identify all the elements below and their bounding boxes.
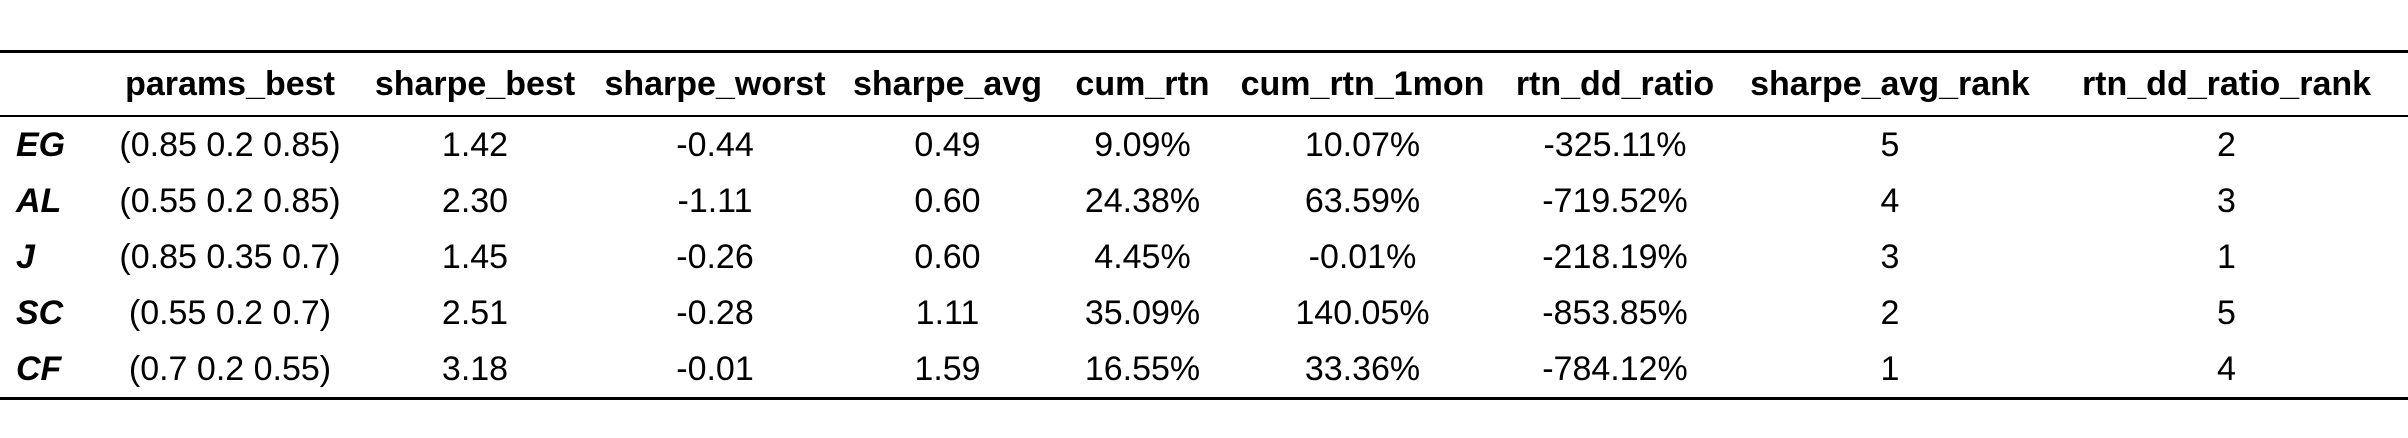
table-row: J (0.85 0.35 0.7) 1.45 -0.26 0.60 4.45% … [0, 229, 2408, 285]
cell-rtn-dd-ratio-rank: 2 [2217, 125, 2236, 164]
column-header-cum-rtn: cum_rtn [1075, 64, 1210, 103]
row-label: CF [16, 349, 62, 388]
cell-rtn-dd-ratio: -325.11% [1543, 125, 1687, 164]
column-header-corner [0, 52, 100, 117]
cell-sharpe-avg: 0.49 [914, 125, 981, 164]
cell-sharpe-avg: 1.11 [915, 293, 980, 332]
column-header-rtn-dd-ratio-rank: rtn_dd_ratio_rank [2081, 64, 2372, 103]
cell-rtn-dd-ratio: -719.52% [1542, 181, 1688, 220]
cell-sharpe-best: 1.45 [441, 237, 509, 276]
column-header-cum-rtn-1mon: cum_rtn_1mon [1240, 64, 1485, 103]
column-header-sharpe-avg-rank: sharpe_avg_rank [1750, 64, 2030, 103]
results-table: params_best sharpe_best sharpe_worst sha… [0, 50, 2408, 400]
cell-sharpe-avg-rank: 2 [1880, 293, 1900, 332]
table-row: CF (0.7 0.2 0.55) 3.18 -0.01 1.59 16.55%… [0, 341, 2408, 399]
cell-sharpe-avg: 1.59 [914, 349, 981, 388]
table-row: AL (0.55 0.2 0.85) 2.30 -1.11 0.60 24.38… [0, 173, 2408, 229]
cell-rtn-dd-ratio: -784.12% [1542, 349, 1688, 388]
row-label: J [16, 237, 35, 276]
cell-rtn-dd-ratio: -218.19% [1542, 237, 1688, 276]
cell-sharpe-avg-rank: 1 [1880, 349, 1900, 388]
cell-sharpe-best: 2.51 [441, 293, 509, 332]
column-header-sharpe-best: sharpe_best [374, 64, 576, 103]
cell-sharpe-avg: 0.60 [914, 237, 981, 276]
cell-sharpe-worst: -1.11 [677, 181, 753, 220]
cell-sharpe-worst: -0.44 [676, 125, 754, 164]
cell-sharpe-worst: -0.28 [676, 293, 754, 332]
cell-cum-rtn: 24.38% [1084, 181, 1201, 220]
cell-sharpe-best: 3.18 [441, 349, 509, 388]
cell-sharpe-best: 2.30 [441, 181, 509, 220]
cell-cum-rtn: 9.09% [1094, 125, 1191, 164]
row-label: EG [16, 125, 66, 164]
cell-sharpe-avg: 0.60 [914, 181, 981, 220]
cell-rtn-dd-ratio-rank: 4 [2217, 349, 2236, 388]
cell-cum-rtn-1mon: 63.59% [1304, 181, 1421, 220]
cell-sharpe-worst: -0.26 [676, 237, 754, 276]
cell-sharpe-avg-rank: 3 [1880, 237, 1900, 276]
column-header-rtn-dd-ratio: rtn_dd_ratio [1515, 64, 1715, 103]
cell-sharpe-avg-rank: 5 [1880, 125, 1900, 164]
column-header-sharpe-avg: sharpe_avg [853, 64, 1042, 103]
cell-params-best: (0.85 0.2 0.85) [119, 125, 341, 164]
cell-cum-rtn-1mon: -0.01% [1308, 237, 1417, 276]
cell-cum-rtn: 35.09% [1084, 293, 1201, 332]
cell-params-best: (0.7 0.2 0.55) [128, 349, 332, 388]
cell-cum-rtn-1mon: 33.36% [1304, 349, 1421, 388]
cell-sharpe-best: 1.42 [441, 125, 509, 164]
column-header-sharpe-worst: sharpe_worst [604, 64, 826, 103]
cell-params-best: (0.55 0.2 0.85) [119, 181, 341, 220]
cell-sharpe-worst: -0.01 [676, 349, 754, 388]
row-label: AL [16, 181, 62, 220]
table-row: SC (0.55 0.2 0.7) 2.51 -0.28 1.11 35.09%… [0, 285, 2408, 341]
results-table-container: params_best sharpe_best sharpe_worst sha… [0, 50, 2408, 400]
cell-cum-rtn: 4.45% [1094, 237, 1191, 276]
cell-cum-rtn-1mon: 10.07% [1304, 125, 1421, 164]
cell-rtn-dd-ratio-rank: 5 [2217, 293, 2236, 332]
cell-params-best: (0.85 0.35 0.7) [119, 237, 341, 276]
row-label: SC [16, 293, 64, 332]
table-row: EG (0.85 0.2 0.85) 1.42 -0.44 0.49 9.09%… [0, 116, 2408, 173]
header-row: params_best sharpe_best sharpe_worst sha… [0, 51, 2408, 117]
cell-rtn-dd-ratio-rank: 3 [2217, 181, 2236, 220]
cell-rtn-dd-ratio: -853.85% [1542, 293, 1688, 332]
cell-cum-rtn: 16.55% [1084, 349, 1201, 388]
cell-params-best: (0.55 0.2 0.7) [128, 293, 332, 332]
column-header-params-best: params_best [125, 64, 335, 103]
cell-cum-rtn-1mon: 140.05% [1295, 293, 1430, 332]
cell-rtn-dd-ratio-rank: 1 [2217, 237, 2236, 276]
cell-sharpe-avg-rank: 4 [1880, 181, 1900, 220]
